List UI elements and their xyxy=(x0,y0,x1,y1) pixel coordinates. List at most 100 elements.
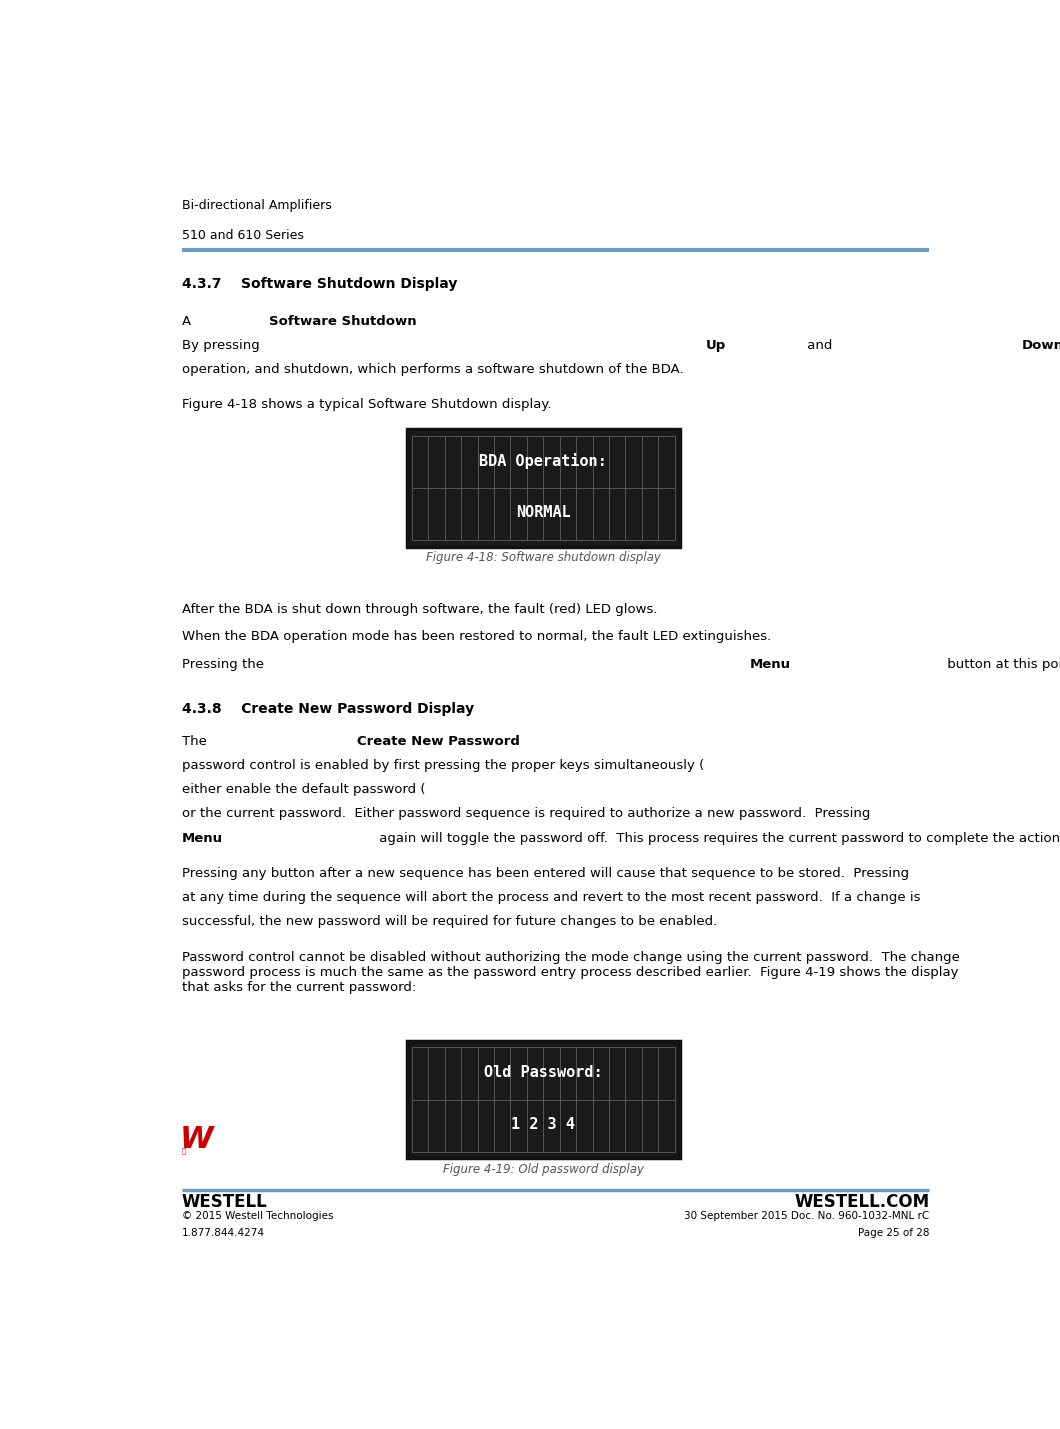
Bar xyxy=(477,1047,494,1099)
Text: Menu: Menu xyxy=(182,832,223,845)
Text: password control is enabled by first pressing the proper keys simultaneously (: password control is enabled by first pre… xyxy=(182,759,704,772)
Bar xyxy=(428,487,445,540)
Text: When the BDA operation mode has been restored to normal, the fault LED extinguis: When the BDA operation mode has been res… xyxy=(182,630,771,643)
Bar xyxy=(593,1047,608,1099)
Text: Software Shutdown: Software Shutdown xyxy=(269,314,417,327)
Text: Page 25 of 28: Page 25 of 28 xyxy=(858,1228,930,1238)
Text: Figure 4-19: Old password display: Figure 4-19: Old password display xyxy=(443,1163,643,1176)
Bar xyxy=(428,436,445,487)
Bar xyxy=(407,1040,679,1159)
Text: Ⓦ: Ⓦ xyxy=(182,1147,187,1155)
Text: 4.3.8    Create New Password Display: 4.3.8 Create New Password Display xyxy=(182,702,474,716)
Text: Menu: Menu xyxy=(749,657,791,670)
Bar xyxy=(411,487,428,540)
Text: 1.877.844.4274: 1.877.844.4274 xyxy=(182,1228,265,1238)
Bar xyxy=(445,487,461,540)
Bar xyxy=(543,1099,560,1152)
Bar xyxy=(445,1099,461,1152)
Bar xyxy=(527,436,543,487)
Text: Figure 4-18: Software shutdown display: Figure 4-18: Software shutdown display xyxy=(426,552,660,564)
Bar xyxy=(461,436,477,487)
Text: again will toggle the password off.  This process requires the current password : again will toggle the password off. This… xyxy=(375,832,1060,845)
Text: either enable the default password (: either enable the default password ( xyxy=(182,783,425,796)
Bar xyxy=(511,487,527,540)
Bar xyxy=(593,436,608,487)
Bar xyxy=(577,436,593,487)
Text: at any time during the sequence will abort the process and revert to the most re: at any time during the sequence will abo… xyxy=(182,892,920,905)
Text: WESTELL.COM: WESTELL.COM xyxy=(794,1193,930,1210)
Bar xyxy=(593,1099,608,1152)
Bar xyxy=(560,487,577,540)
Bar xyxy=(641,487,658,540)
Bar xyxy=(641,1047,658,1099)
Bar xyxy=(461,1047,477,1099)
Text: Up: Up xyxy=(706,339,726,352)
Bar xyxy=(560,436,577,487)
Bar xyxy=(511,436,527,487)
Bar xyxy=(494,436,511,487)
Bar xyxy=(658,436,674,487)
Bar xyxy=(428,1099,445,1152)
Bar xyxy=(461,1099,477,1152)
Text: A: A xyxy=(182,314,195,327)
Bar xyxy=(445,436,461,487)
Bar xyxy=(577,1099,593,1152)
Text: After the BDA is shut down through software, the fault (red) LED glows.: After the BDA is shut down through softw… xyxy=(182,603,657,616)
Text: 510 and 610 Series: 510 and 610 Series xyxy=(182,229,303,242)
Bar xyxy=(527,1099,543,1152)
Bar xyxy=(560,1099,577,1152)
Text: Old Password:: Old Password: xyxy=(484,1065,602,1080)
Bar xyxy=(477,487,494,540)
Bar xyxy=(658,487,674,540)
Bar xyxy=(445,1047,461,1099)
Text: NORMAL: NORMAL xyxy=(516,506,570,520)
Text: The: The xyxy=(182,735,211,747)
Bar xyxy=(543,436,560,487)
Text: Pressing the: Pressing the xyxy=(182,657,268,670)
Text: and: and xyxy=(803,339,836,352)
Bar xyxy=(625,436,642,487)
Text: W: W xyxy=(180,1125,214,1155)
Bar xyxy=(593,487,608,540)
Bar xyxy=(461,487,477,540)
Bar xyxy=(511,1099,527,1152)
Text: Create New Password: Create New Password xyxy=(356,735,519,747)
Bar xyxy=(527,487,543,540)
Text: button at this point will cause the BDA to display the Create New Password displ: button at this point will cause the BDA … xyxy=(943,657,1060,670)
Text: Pressing any button after a new sequence has been entered will cause that sequen: Pressing any button after a new sequence… xyxy=(182,867,913,880)
Bar xyxy=(577,1047,593,1099)
Text: Figure 4-18 shows a typical Software Shutdown display.: Figure 4-18 shows a typical Software Shu… xyxy=(182,399,551,412)
Bar xyxy=(560,1047,577,1099)
Bar xyxy=(411,1047,428,1099)
Bar xyxy=(608,436,625,487)
Text: 4.3.7    Software Shutdown Display: 4.3.7 Software Shutdown Display xyxy=(182,277,457,292)
Bar xyxy=(625,487,642,540)
Bar xyxy=(543,487,560,540)
Bar xyxy=(658,1047,674,1099)
Bar xyxy=(477,436,494,487)
Text: 30 September 2015 Doc. No. 960-1032-MNL rC: 30 September 2015 Doc. No. 960-1032-MNL … xyxy=(684,1212,930,1222)
Bar xyxy=(494,1047,511,1099)
Bar xyxy=(608,487,625,540)
Text: By pressing: By pressing xyxy=(182,339,264,352)
Bar xyxy=(428,1047,445,1099)
Text: or the current password.  Either password sequence is required to authorize a ne: or the current password. Either password… xyxy=(182,807,874,820)
Bar xyxy=(494,1099,511,1152)
Text: operation, and shutdown, which performs a software shutdown of the BDA.: operation, and shutdown, which performs … xyxy=(182,363,684,376)
Bar xyxy=(411,436,428,487)
Text: © 2015 Westell Technologies: © 2015 Westell Technologies xyxy=(182,1212,333,1222)
Text: Password control cannot be disabled without authorizing the mode change using th: Password control cannot be disabled with… xyxy=(182,950,959,993)
Bar xyxy=(641,1099,658,1152)
Bar xyxy=(608,1099,625,1152)
Bar xyxy=(577,487,593,540)
Text: successful, the new password will be required for future changes to be enabled.: successful, the new password will be req… xyxy=(182,916,717,929)
Bar xyxy=(527,1047,543,1099)
Bar xyxy=(511,1047,527,1099)
Bar xyxy=(407,429,679,547)
Bar xyxy=(477,1099,494,1152)
Bar xyxy=(658,1099,674,1152)
Bar xyxy=(641,436,658,487)
Text: Down: Down xyxy=(1022,339,1060,352)
Text: Bi-directional Amplifiers: Bi-directional Amplifiers xyxy=(182,199,332,211)
Bar xyxy=(608,1047,625,1099)
